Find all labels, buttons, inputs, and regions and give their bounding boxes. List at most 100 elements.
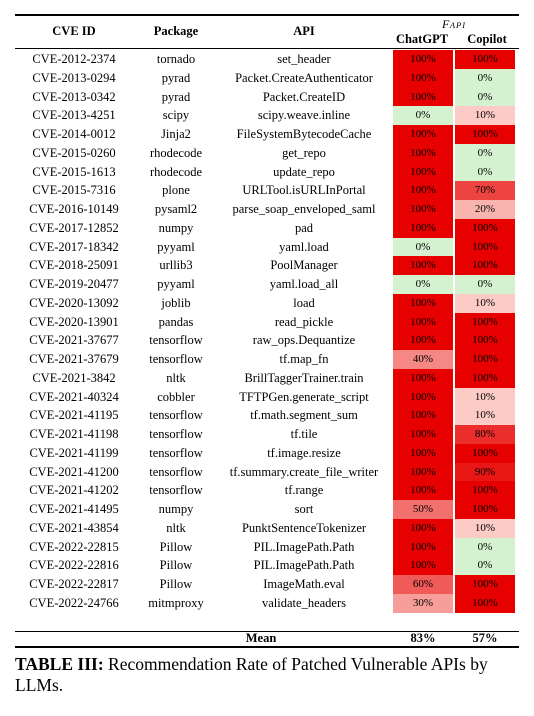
- chatgpt-rate-cell: 100%: [393, 68, 453, 88]
- table-row: CVE-2017-12852 numpy pad 100% 100%: [15, 218, 519, 238]
- api-cell: get_repo: [282, 145, 326, 160]
- chatgpt-rate-cell: 0%: [393, 275, 453, 294]
- package-cell: tensorflow: [149, 408, 203, 423]
- cve-id-cell: CVE-2021-41195: [29, 408, 119, 423]
- cve-id-cell: CVE-2022-22816: [29, 558, 119, 573]
- copilot-rate-cell: 100%: [455, 500, 515, 519]
- package-cell: tornado: [156, 52, 196, 66]
- copilot-rate-cell: 20%: [455, 200, 515, 219]
- cve-id-cell: CVE-2021-41198: [29, 427, 119, 441]
- table-row: CVE-2014-0012 Jinja2 FileSystemBytecodeCac…: [15, 125, 519, 144]
- table-row: CVE-2021-41198 tensorflow tf.tile 100% 80%: [15, 425, 519, 444]
- package-cell: pyyaml: [157, 239, 195, 254]
- package-cell: rhodecode: [149, 145, 203, 160]
- package-cell: tensorflow: [149, 445, 203, 460]
- api-cell: PIL.ImagePath.Path: [253, 558, 355, 573]
- chatgpt-rate-cell: 100%: [393, 50, 453, 69]
- cve-id-cell: CVE-2016-10149: [29, 202, 119, 216]
- caption-label: TABLE III:: [15, 654, 104, 674]
- f-api-sub: API: [449, 20, 467, 30]
- table-row: CVE-2021-41200 tensorflow tf.summary.creat…: [15, 462, 519, 482]
- copilot-rate-cell: 100%: [455, 368, 515, 388]
- chatgpt-rate-cell: 100%: [393, 125, 453, 144]
- table-row: CVE-2021-41202 tensorflow tf.range 100% 100%: [15, 481, 519, 500]
- copilot-rate-cell: 0%: [455, 87, 515, 107]
- copilot-rate-cell: 70%: [455, 181, 515, 200]
- package-cell: numpy: [158, 502, 194, 516]
- copilot-rate-cell: 100%: [455, 481, 515, 500]
- package-cell: urllib3: [159, 258, 193, 273]
- header-api: API: [293, 24, 315, 38]
- cve-id-cell: CVE-2021-41199: [29, 445, 119, 460]
- table-row: CVE-2022-24766 mitmproxy validate_headers 3…: [15, 593, 519, 613]
- cve-id-cell: CVE-2022-22817: [29, 577, 119, 591]
- cve-id-cell: CVE-2021-40324: [29, 389, 119, 404]
- f-api-group-header: FAPI: [389, 17, 519, 31]
- table-row: CVE-2021-3842 nltk BrillTaggerTrainer.trai…: [15, 368, 519, 388]
- table-row: CVE-2016-10149 pysaml2 parse_soap_envelope…: [15, 200, 519, 219]
- chatgpt-rate-cell: 100%: [393, 256, 453, 275]
- api-cell: pad: [294, 220, 314, 235]
- table-row: CVE-2021-37679 tensorflow tf.map_fn 40% 100%: [15, 350, 519, 369]
- cve-id-cell: CVE-2015-1613: [32, 164, 116, 179]
- table-row: CVE-2013-0342 pyrad Packet.CreateID 100% 0%: [15, 87, 519, 107]
- copilot-rate-cell: 100%: [455, 256, 515, 275]
- chatgpt-rate-cell: 100%: [393, 312, 453, 332]
- api-cell: parse_soap_enveloped_saml: [232, 202, 376, 216]
- copilot-rate-cell: 0%: [455, 275, 515, 294]
- copilot-rate-cell: 100%: [455, 575, 515, 594]
- package-cell: tensorflow: [149, 483, 203, 498]
- package-cell: plone: [162, 183, 190, 198]
- table-row: CVE-2018-25091 urllib3 PoolManager 100% 100%: [15, 256, 519, 275]
- table-row: CVE-2021-43854 nltk PunktSentenceTokenizer…: [15, 518, 519, 538]
- package-cell: Jinja2: [161, 127, 191, 141]
- table-row: CVE-2015-7316 plone URLTool.isURLInPortal 1…: [15, 181, 519, 200]
- chatgpt-rate-cell: 0%: [393, 106, 453, 125]
- table-row: CVE-2019-20477 pyyaml yaml.load_all 0% 0%: [15, 275, 519, 294]
- caption-text: Recommendation Rate of Patched Vulnerabl…: [15, 654, 488, 695]
- package-cell: nltk: [166, 520, 186, 535]
- chatgpt-rate-cell: 50%: [393, 500, 453, 519]
- table-row: CVE-2020-13092 joblib load 100% 10%: [15, 293, 519, 313]
- chatgpt-rate-cell: 60%: [393, 575, 453, 594]
- copilot-rate-cell: 0%: [455, 162, 515, 182]
- header-cve-id: CVE ID: [52, 24, 96, 38]
- package-cell: joblib: [161, 295, 191, 310]
- cve-id-cell: CVE-2022-24766: [29, 595, 119, 610]
- package-cell: tensorflow: [149, 352, 203, 366]
- chatgpt-rate-cell: 0%: [393, 237, 453, 257]
- f-api-main: F: [441, 17, 450, 31]
- cve-id-cell: CVE-2018-25091: [29, 258, 119, 273]
- mean-label: Mean: [245, 631, 277, 645]
- package-cell: numpy: [158, 220, 194, 235]
- header-chatgpt: ChatGPT: [395, 32, 449, 46]
- package-cell: Pillow: [159, 558, 193, 573]
- chatgpt-rate-cell: 30%: [393, 593, 453, 613]
- chatgpt-rate-cell: 100%: [393, 368, 453, 388]
- copilot-rate-cell: 10%: [455, 387, 515, 407]
- copilot-rate-cell: 0%: [455, 537, 515, 557]
- table-row: CVE-2020-13901 pandas read_pickle 100% 100%: [15, 312, 519, 332]
- copilot-rate-cell: 100%: [455, 593, 515, 613]
- package-cell: rhodecode: [149, 164, 203, 179]
- chatgpt-rate-cell: 100%: [393, 293, 453, 313]
- cve-id-cell: CVE-2013-4251: [32, 108, 116, 123]
- cve-id-cell: CVE-2020-13901: [29, 314, 119, 329]
- api-cell: PoolManager: [270, 258, 338, 273]
- cve-id-cell: CVE-2021-43854: [29, 520, 119, 535]
- cve-id-cell: CVE-2021-41495: [29, 502, 119, 516]
- table-row: CVE-2022-22815 Pillow PIL.ImagePath.Path 10…: [15, 537, 519, 557]
- package-cell: tensorflow: [149, 464, 203, 479]
- copilot-rate-cell: 100%: [455, 218, 515, 238]
- copilot-rate-cell: 100%: [455, 443, 515, 463]
- chatgpt-rate-cell: 100%: [393, 518, 453, 538]
- table-row: CVE-2015-1613 rhodecode update_repo 100% 0%: [15, 162, 519, 182]
- api-cell: set_header: [277, 52, 331, 66]
- api-cell: scipy.weave.inline: [257, 108, 351, 123]
- chatgpt-rate-cell: 100%: [393, 331, 453, 350]
- package-cell: scipy: [162, 108, 190, 123]
- copilot-rate-cell: 10%: [455, 106, 515, 125]
- table-row: CVE-2013-0294 pyrad Packet.CreateAuthentic…: [15, 68, 519, 88]
- copilot-rate-cell: 10%: [455, 293, 515, 313]
- chatgpt-rate-cell: 100%: [393, 87, 453, 107]
